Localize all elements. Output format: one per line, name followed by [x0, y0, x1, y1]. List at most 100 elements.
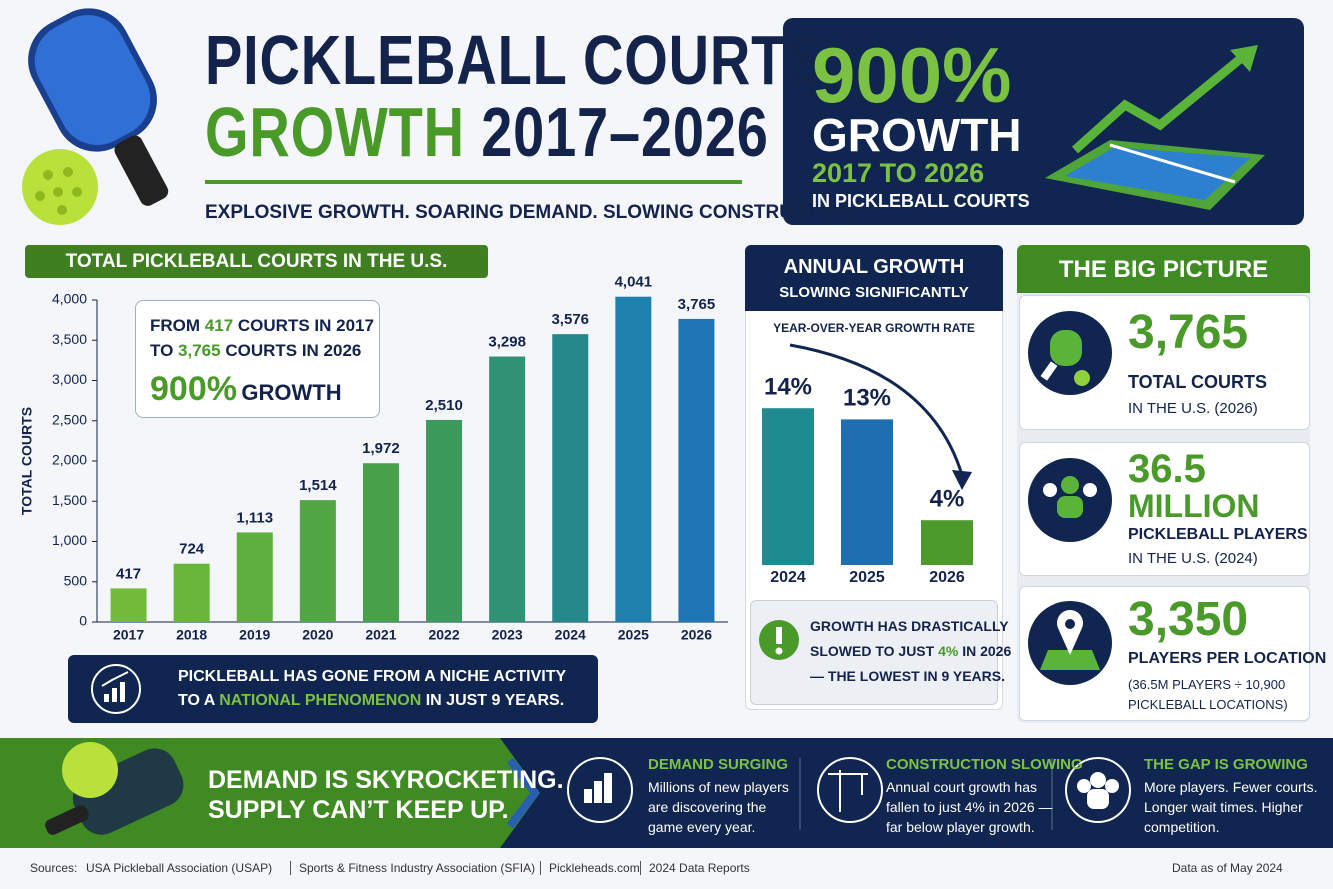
- callout-text: TO: [150, 341, 174, 360]
- value-label: 13%: [843, 385, 891, 412]
- y-tick-label: 2,000: [52, 452, 87, 468]
- x-tick-label: 2020: [302, 627, 333, 643]
- title-line: PICKLEBALL COURTS: [205, 21, 825, 99]
- footer-heading: CONSTRUCTION SLOWING: [886, 756, 1083, 773]
- source: Sports & Fitness Industry Association (S…: [290, 861, 535, 875]
- footer-heading: DEMAND SURGING: [648, 756, 789, 773]
- value-label: 417: [116, 565, 141, 582]
- footer-text: fallen to just 4% in 2026 —: [886, 799, 1053, 815]
- value-label: 3,576: [551, 311, 589, 328]
- callout-text: FROM: [150, 316, 201, 335]
- growth-title: ANNUAL GROWTH: [783, 256, 965, 278]
- hero-subject: IN PICKLEBALL COURTS: [812, 191, 1030, 211]
- footer-icons: [567, 757, 1131, 823]
- x-tick-label: 2024: [770, 569, 806, 586]
- x-tick-label: 2025: [849, 569, 885, 586]
- value-label: 1,113: [236, 509, 273, 526]
- bar: [426, 419, 463, 622]
- title-rule: [205, 180, 742, 184]
- x-tick-label: 2017: [113, 627, 144, 643]
- note-text: SLOWED TO JUST: [810, 643, 935, 659]
- y-tick-label: 0: [79, 613, 87, 629]
- callout-number: 417: [204, 316, 234, 335]
- stat-unit: MILLION: [1128, 488, 1260, 524]
- bar: [173, 563, 210, 622]
- stat-value: 36.5: [1128, 447, 1206, 491]
- trend-arrow-head: [952, 470, 972, 490]
- footer-paddle: [45, 742, 184, 835]
- title-years: 2017–2026: [481, 93, 769, 171]
- x-tick-label: 2026: [681, 627, 712, 643]
- stat-label: PICKLEBALL PLAYERS: [1128, 526, 1308, 543]
- source: USA Pickleball Association (USAP): [86, 861, 273, 875]
- banner-text: TO A: [178, 692, 215, 709]
- bar: [921, 520, 973, 565]
- callout-percent: 900%: [150, 370, 237, 408]
- growth-header: [745, 245, 1003, 311]
- chevron: [506, 757, 541, 829]
- x-tick-label: 2019: [239, 627, 270, 643]
- callout-icon: [91, 664, 141, 714]
- callout-text: COURTS IN 2026: [225, 341, 362, 360]
- y-tick-label: 1,000: [52, 532, 87, 548]
- bar: [299, 500, 336, 622]
- x-tick-label: 2025: [618, 627, 649, 643]
- footer-text: game every year.: [648, 819, 756, 835]
- footer-headline: DEMAND IS SKYROCKETING.: [208, 766, 564, 794]
- value-label: 1,514: [299, 477, 337, 494]
- x-tick-label: 2021: [365, 627, 396, 643]
- x-tick-label: 2023: [492, 627, 523, 643]
- growth-label: YEAR-OVER-YEAR GROWTH RATE: [773, 321, 975, 335]
- x-tick-label: 2018: [176, 627, 207, 643]
- growth-subtitle: SLOWING SIGNIFICANTLY: [779, 284, 969, 301]
- footer-text: far below player growth.: [886, 819, 1035, 835]
- banner-text: PICKLEBALL HAS GONE FROM A NICHE ACTIVIT…: [178, 668, 567, 685]
- stat-sub: IN THE U.S. (2024): [1128, 550, 1258, 567]
- y-axis-label: TOTAL COURTS: [19, 407, 35, 515]
- footer-headline: SUPPLY CAN’T KEEP UP.: [208, 796, 509, 824]
- y-tick-label: 4,000: [52, 291, 87, 307]
- footer-text: Longer wait times. Higher: [1144, 799, 1303, 815]
- y-tick-label: 1,500: [52, 492, 87, 508]
- bar: [552, 334, 589, 622]
- callout-number: 3,765: [178, 341, 221, 360]
- chart-title: TOTAL PICKLEBALL COURTS IN THE U.S.: [65, 251, 448, 272]
- hero-percent: 900%: [812, 31, 1012, 119]
- value-label: 4,041: [615, 274, 653, 291]
- y-tick-label: 3,500: [52, 331, 87, 347]
- big-picture-header: [1017, 245, 1310, 293]
- footer-text: competition.: [1144, 819, 1220, 835]
- y-tick-label: 2,500: [52, 411, 87, 427]
- bar: [615, 296, 652, 622]
- value-label: 2,510: [425, 397, 463, 414]
- stat-value: 3,350: [1128, 593, 1249, 646]
- value-label: 4%: [930, 486, 965, 513]
- sources-label: Sources:: [30, 861, 78, 875]
- value-label: 3,298: [488, 333, 526, 350]
- data-date: Data as of May 2024: [1172, 861, 1283, 875]
- stat-icon-glyphs: [1040, 330, 1100, 670]
- stat-value: 3,765: [1128, 306, 1249, 359]
- footer-text: More players. Fewer courts.: [1144, 779, 1318, 795]
- title-highlight: GROWTH: [205, 93, 465, 171]
- value-label: 3,765: [678, 296, 716, 313]
- banner-text: IN JUST 9 YEARS.: [425, 692, 565, 709]
- note-text: — THE LOWEST IN 9 YEARS.: [810, 668, 1005, 684]
- callout-text: GROWTH: [241, 380, 342, 405]
- bar: [110, 588, 147, 622]
- hero-growth: GROWTH: [812, 109, 1022, 161]
- bar: [362, 463, 399, 622]
- bar: [678, 318, 715, 622]
- footer-text: are discovering the: [648, 799, 767, 815]
- title: GROWTH 2017–2026: [205, 92, 769, 172]
- stat-label: PLAYERS PER LOCATION: [1128, 650, 1327, 667]
- value-label: 1,972: [362, 440, 400, 457]
- hero-period: 2017 TO 2026: [812, 158, 985, 188]
- y-tick-label: 3,000: [52, 371, 87, 387]
- tagline: EXPLOSIVE GROWTH. SOARING DEMAND. SLOWIN…: [205, 202, 858, 223]
- callout-text: COURTS IN 2017: [237, 316, 374, 335]
- note-icon: [759, 620, 799, 660]
- value-label: 14%: [764, 374, 812, 401]
